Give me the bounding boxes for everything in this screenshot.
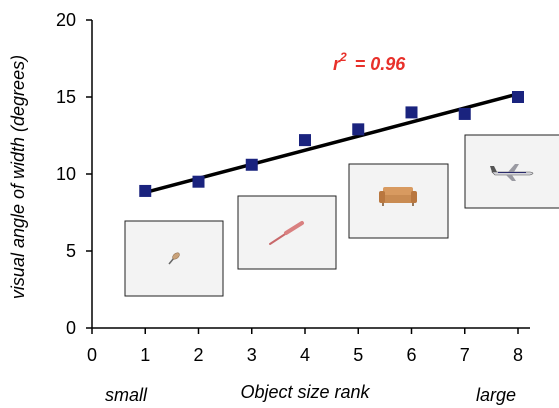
thumbtack-icon [168,252,180,265]
y-tick-group: 0 5 10 15 20 [56,10,92,338]
data-point-marker [139,184,152,197]
x-tick-label: 0 [87,345,97,365]
r-superscript: 2 [339,50,347,64]
object-image-thumbtack [124,220,224,297]
object-image-sofa [348,163,449,239]
data-point-marker [352,123,365,136]
x-tick-label: 2 [193,345,203,365]
object-image-bat [237,195,337,270]
airplane-icon [490,164,534,181]
data-point-marker [512,91,524,103]
x-tick-label: 8 [513,345,523,365]
y-tick-label: 0 [66,318,76,338]
x-end-label-large: large [476,385,516,405]
x-tick-label: 6 [406,345,416,365]
sofa-icon [379,187,417,206]
r-squared-value: = 0.96 [355,54,407,74]
r-squared-annotation: r2 = 0.96 [333,50,406,74]
x-tick-label: 3 [247,345,257,365]
r-symbol: r [333,54,341,74]
data-points [139,91,524,197]
data-point-marker [405,106,418,119]
y-tick-label: 20 [56,10,76,30]
x-end-label-small: small [105,385,148,405]
fit-line [144,92,519,195]
x-tick-label: 5 [353,345,363,365]
y-tick-label: 5 [66,241,76,261]
data-point-marker [192,175,205,188]
y-tick-label: 10 [56,164,76,184]
object-image-airplane [464,134,559,209]
baseball-bat-icon [269,221,304,245]
y-tick-label: 15 [56,87,76,107]
data-point-marker [458,107,471,120]
x-tick-group: 0 1 2 3 4 5 6 7 8 [87,328,523,365]
y-axis-label: visual angle of width (degrees) [8,55,28,299]
x-tick-label: 4 [300,345,310,365]
x-tick-label: 1 [140,345,150,365]
x-axis-label: Object size rank [240,382,370,402]
data-point-marker [299,134,311,147]
x-tick-label: 7 [460,345,470,365]
data-point-marker [245,158,258,171]
